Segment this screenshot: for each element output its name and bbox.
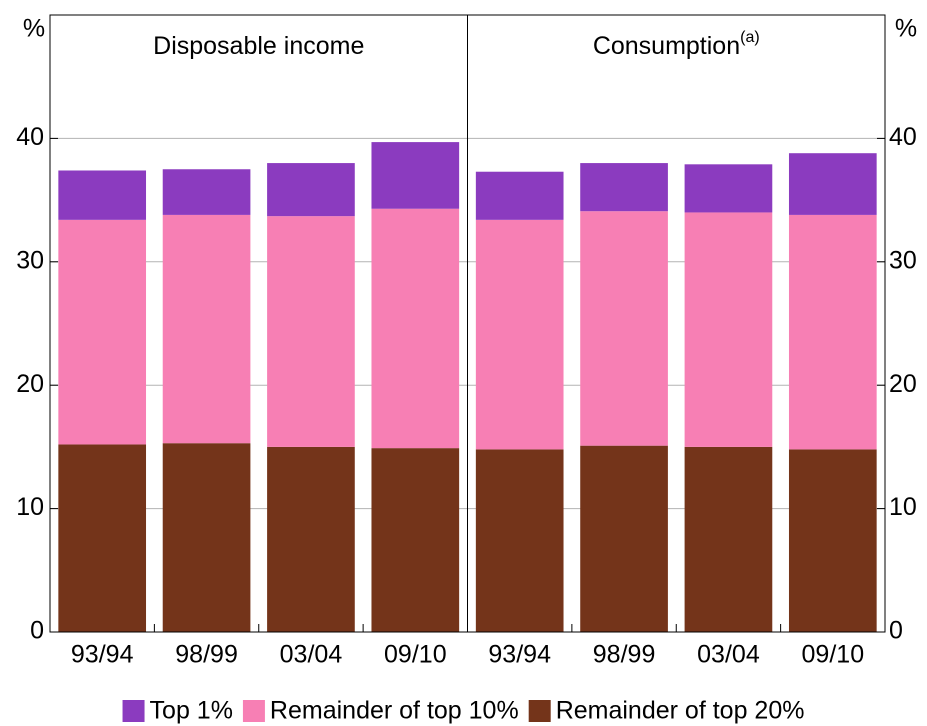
y-tick-label-left: 30 — [16, 246, 44, 274]
y-tick-label-left: 40 — [16, 123, 44, 151]
panel-title-text: Disposable income — [153, 32, 364, 60]
y-tick-label-right: 30 — [889, 246, 917, 274]
plot-frame — [49, 14, 886, 633]
bar-segment — [162, 169, 251, 215]
legend-label: Remainder of top 10% — [270, 697, 519, 725]
panel-title-superscript: (a) — [740, 29, 760, 46]
bar-segment — [475, 219, 564, 450]
legend-label: Top 1% — [150, 697, 233, 725]
bar-segment — [371, 448, 460, 632]
bar-segment — [580, 445, 668, 632]
bar-segment — [684, 164, 773, 213]
bar-segment — [267, 216, 355, 447]
legend: Top 1% Remainder of top 10% Remainder of t… — [122, 697, 805, 725]
bar-segment — [788, 214, 877, 450]
legend-swatch — [122, 700, 145, 722]
panel-title-text: Consumption — [593, 32, 740, 60]
bar-segment — [580, 211, 668, 446]
bar-segment — [580, 163, 668, 212]
bar-segment — [371, 208, 460, 449]
y-tick-label-left: 20 — [16, 370, 44, 398]
bar-segment — [58, 170, 147, 220]
y-tick-label-right: 10 — [889, 493, 917, 521]
bar-segment — [267, 446, 355, 632]
bar-segment — [267, 163, 355, 217]
legend-swatch — [242, 700, 265, 722]
y-tick-label-right: 20 — [889, 370, 917, 398]
panel-title: Disposable income — [153, 32, 364, 60]
x-tick-label: 03/04 — [697, 641, 760, 669]
bar-segment — [788, 449, 877, 632]
x-tick-label: 98/99 — [593, 641, 656, 669]
y-tick-label-left: 0 — [30, 617, 44, 645]
y-tick-label-right: 0 — [889, 617, 903, 645]
bar-segment — [58, 219, 147, 445]
bar-segment — [162, 214, 251, 444]
x-tick-label: 09/10 — [802, 641, 865, 669]
y-tick-label-left: 10 — [16, 493, 44, 521]
bar-segment — [684, 212, 773, 447]
y-unit-left: % — [23, 15, 45, 43]
y-tick-label-right: 40 — [889, 123, 917, 151]
bar-segment — [788, 153, 877, 215]
x-tick-label: 98/99 — [175, 641, 238, 669]
bar-segment — [475, 171, 564, 220]
bar-segment — [58, 444, 147, 632]
bar-segment — [684, 446, 773, 632]
panel-title: Consumption(a) — [593, 29, 760, 59]
bar-segment — [475, 449, 564, 632]
legend-swatch — [528, 700, 551, 722]
x-tick-label: 03/04 — [280, 641, 343, 669]
x-tick-label: 93/94 — [71, 641, 134, 669]
x-tick-label: 93/94 — [488, 641, 551, 669]
legend-label: Remainder of top 20% — [556, 697, 805, 725]
y-unit-right: % — [895, 15, 917, 43]
x-tick-label: 09/10 — [384, 641, 447, 669]
bar-segment — [371, 142, 460, 209]
bar-segment — [162, 443, 251, 632]
